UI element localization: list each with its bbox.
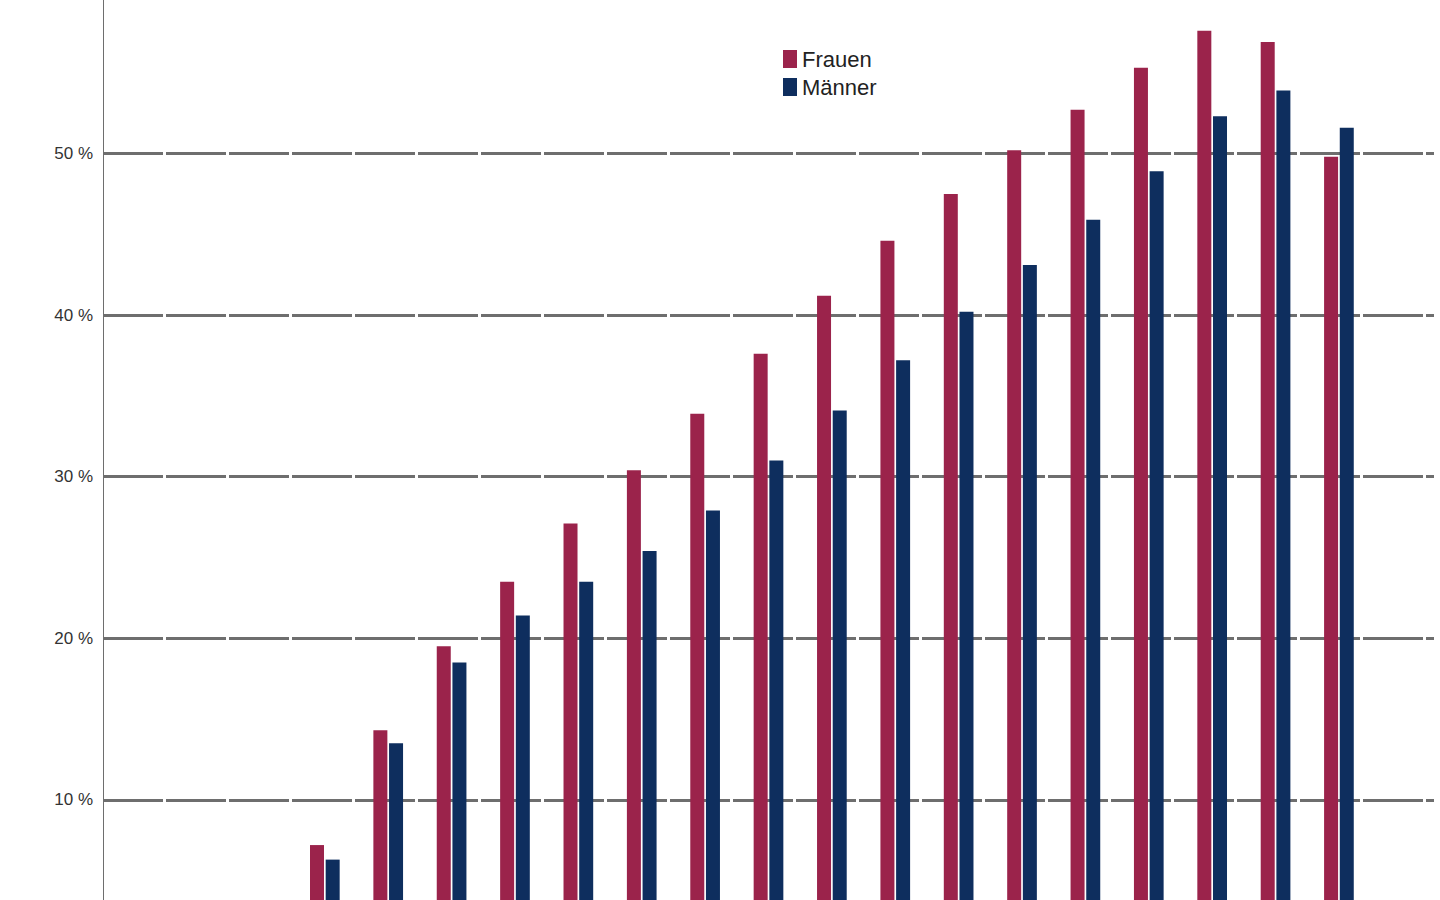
svg-text:10 %: 10 % [54, 790, 93, 809]
svg-text:30 %: 30 % [54, 467, 93, 486]
svg-text:20 %: 20 % [54, 629, 93, 648]
svg-text:50 %: 50 % [54, 144, 93, 163]
svg-text:40 %: 40 % [54, 306, 93, 325]
svg-text:Männer: Männer [802, 75, 877, 100]
svg-text:Frauen: Frauen [802, 47, 872, 72]
